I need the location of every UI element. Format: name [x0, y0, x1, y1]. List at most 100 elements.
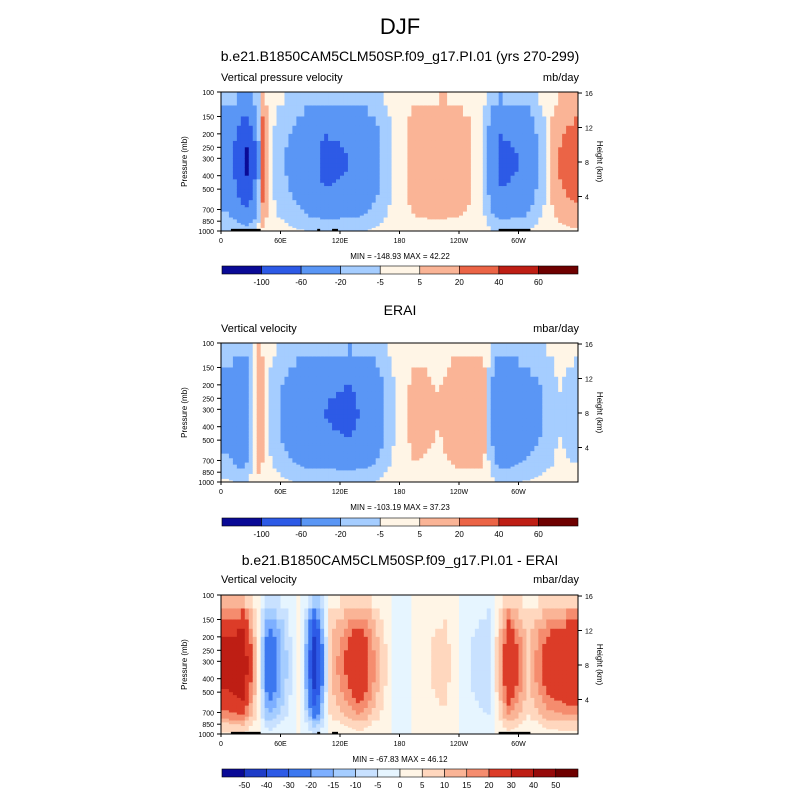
field-cell — [431, 227, 436, 230]
field-cell — [387, 163, 392, 169]
field-cell — [570, 222, 575, 226]
field-cell — [395, 125, 400, 135]
field-cell — [221, 409, 226, 415]
field-cell — [343, 418, 349, 424]
field-cell — [340, 472, 345, 475]
field-cell — [522, 213, 527, 217]
field-cell — [427, 167, 432, 173]
field-cell — [375, 475, 381, 478]
field-cell — [336, 475, 341, 478]
field-cell — [248, 213, 254, 217]
field-cell — [244, 443, 250, 447]
field-cell — [550, 202, 555, 206]
field-cell — [355, 140, 361, 148]
field-cell — [256, 404, 262, 410]
field-cell — [435, 222, 440, 226]
field-cell — [332, 464, 337, 468]
field-cell — [320, 194, 325, 198]
field-cell — [403, 460, 408, 463]
field-cell — [276, 197, 281, 201]
field-cell — [435, 204, 440, 208]
field-cell — [411, 140, 416, 148]
field-cell — [224, 418, 230, 424]
field-cell — [300, 229, 305, 232]
field-cell — [391, 437, 396, 441]
field-cell — [332, 367, 337, 378]
field-cell — [336, 171, 341, 177]
field-cell — [240, 133, 246, 142]
field-cell — [296, 451, 301, 455]
field-cell — [522, 125, 527, 135]
field-cell — [248, 451, 254, 455]
field-cell — [221, 468, 226, 471]
field-cell — [359, 192, 365, 196]
field-cell — [292, 158, 297, 164]
field-cell — [546, 227, 551, 230]
field-cell — [435, 163, 440, 169]
field-cell — [336, 153, 341, 159]
field-cell — [292, 468, 297, 471]
field-cell — [395, 133, 400, 142]
field-cell — [240, 215, 246, 218]
colorbar-swatch — [498, 265, 539, 275]
field-cell — [395, 171, 400, 177]
field-cell — [542, 182, 547, 187]
field-cell — [272, 133, 277, 142]
field-cell — [336, 213, 341, 217]
field-cell — [252, 221, 258, 224]
field-cell — [522, 163, 527, 169]
field-cell — [443, 167, 448, 173]
field-cell — [343, 213, 349, 217]
field-cell — [347, 116, 353, 127]
field-cell — [498, 224, 504, 227]
field-cell — [304, 175, 309, 180]
field-cell — [427, 179, 432, 184]
field-cell — [447, 215, 452, 218]
field-cell — [379, 453, 385, 457]
field-cell — [355, 443, 361, 447]
field-cell — [224, 153, 230, 159]
field-cell — [284, 182, 289, 187]
field-cell — [280, 460, 285, 463]
field-cell — [407, 202, 412, 206]
field-cell — [355, 475, 361, 478]
field-cell — [221, 473, 226, 477]
field-cell — [296, 227, 301, 230]
field-cell — [498, 215, 504, 218]
field-cell — [566, 202, 571, 206]
field-cell — [359, 398, 365, 405]
field-cell — [260, 376, 266, 386]
field-cell — [347, 478, 353, 481]
field-cell — [312, 219, 317, 222]
field-cell — [221, 202, 226, 206]
field-cell — [312, 222, 317, 226]
field-cell — [538, 227, 543, 230]
field-cell — [383, 227, 388, 230]
field-cell — [256, 163, 262, 169]
field-cell — [252, 105, 258, 117]
field-cell — [415, 186, 420, 190]
field-cell — [320, 213, 325, 217]
field-cell — [232, 453, 238, 457]
field-cell — [379, 433, 385, 438]
field-cell — [462, 194, 468, 198]
field-cell — [395, 367, 400, 378]
field-cell — [336, 422, 341, 428]
field-cell — [538, 133, 543, 142]
field-cell — [244, 343, 250, 357]
field-cell — [522, 221, 527, 224]
field-cell — [506, 116, 511, 127]
field-cell — [510, 221, 515, 224]
field-cell — [435, 226, 440, 229]
field-cell — [359, 367, 365, 378]
field-cell — [343, 453, 349, 457]
field-cell — [403, 455, 408, 459]
field-cell — [550, 204, 555, 208]
field-cell — [423, 147, 428, 154]
field-cell — [462, 224, 468, 227]
field-cell — [459, 186, 464, 190]
field-cell — [276, 207, 281, 210]
field-cell — [574, 153, 579, 159]
field-cell — [379, 204, 385, 208]
field-cell — [264, 192, 269, 196]
